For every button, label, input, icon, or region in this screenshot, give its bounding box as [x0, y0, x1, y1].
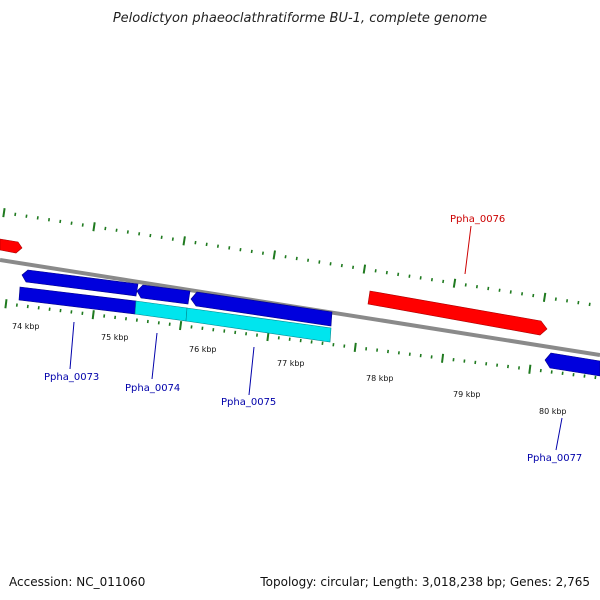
- gene-label-ppha-0073[interactable]: Ppha_0073: [44, 372, 99, 383]
- major-tick: [528, 364, 532, 374]
- minor-tick: [261, 251, 264, 255]
- minor-tick: [115, 228, 118, 232]
- minor-tick: [205, 242, 208, 247]
- minor-tick: [340, 263, 343, 268]
- outer-tick-track: [2, 208, 591, 307]
- minor-tick: [160, 235, 163, 240]
- gene-feature-ppha-0075[interactable]: [185, 307, 332, 343]
- gene-labels: Ppha_0073 Ppha_0074 Ppha_0075 Ppha_0076 …: [44, 214, 582, 464]
- minor-tick: [588, 302, 591, 307]
- gene-leader-lines: [69, 225, 563, 451]
- minor-tick: [138, 232, 141, 236]
- minor-tick: [25, 214, 28, 218]
- gene-feature-c[interactable]: [190, 291, 333, 327]
- leader-line: [151, 332, 158, 380]
- kbp-label: 75 kbp: [101, 333, 129, 342]
- gene-feature-b[interactable]: [136, 284, 191, 305]
- minor-tick: [475, 284, 478, 289]
- accession-text: Accession: NC_011060: [9, 575, 145, 589]
- gene-label-ppha-0075[interactable]: Ppha_0075: [221, 397, 276, 408]
- gene-feature-prev[interactable]: [0, 238, 23, 254]
- major-tick: [542, 292, 547, 302]
- minor-tick: [397, 272, 400, 277]
- leader-line: [464, 225, 472, 275]
- minor-tick: [194, 240, 197, 245]
- major-tick: [452, 278, 457, 288]
- kbp-label: 74 kbp: [12, 322, 40, 331]
- leader-line: [248, 346, 255, 396]
- minor-tick: [149, 233, 152, 238]
- minor-tick: [126, 230, 129, 234]
- kbp-labels: 74 kbp 75 kbp 76 kbp 77 kbp 78 kbp 79 kb…: [12, 322, 567, 416]
- minor-tick: [14, 212, 17, 217]
- minor-tick: [532, 293, 535, 298]
- minor-tick: [509, 290, 512, 294]
- minor-tick: [487, 286, 490, 291]
- minor-tick: [81, 223, 84, 227]
- minor-tick: [59, 219, 62, 224]
- minor-tick: [566, 299, 569, 303]
- minor-tick: [295, 256, 298, 261]
- map-title: Pelodictyon phaeoclathratiforme BU-1, co…: [113, 11, 487, 26]
- minor-tick: [329, 262, 332, 266]
- gene-features: [0, 238, 600, 377]
- kbp-label: 80 kbp: [539, 407, 567, 416]
- minor-tick: [352, 265, 355, 270]
- minor-tick: [521, 292, 524, 296]
- minor-tick: [464, 283, 467, 287]
- minor-tick: [36, 216, 39, 220]
- minor-tick: [250, 249, 253, 254]
- major-tick: [182, 236, 186, 246]
- major-tick: [2, 208, 6, 218]
- major-tick: [4, 299, 8, 309]
- kbp-label: 77 kbp: [277, 359, 305, 368]
- minor-tick: [318, 260, 321, 264]
- minor-tick: [216, 244, 219, 248]
- inner-tick-track: [4, 299, 597, 380]
- leader-line: [69, 321, 75, 370]
- gene-feature-ppha-0077[interactable]: [544, 352, 600, 377]
- major-tick: [441, 353, 445, 363]
- genome-summary-text: Topology: circular; Length: 3,018,238 bp…: [259, 575, 590, 589]
- minor-tick: [239, 247, 242, 252]
- gene-label-ppha-0077[interactable]: Ppha_0077: [527, 453, 582, 464]
- minor-tick: [307, 258, 310, 262]
- kbp-label: 79 kbp: [453, 390, 481, 399]
- major-tick: [272, 250, 276, 260]
- minor-tick: [228, 246, 231, 250]
- major-tick: [266, 331, 270, 342]
- kbp-label: 76 kbp: [189, 345, 217, 354]
- minor-tick: [284, 255, 287, 259]
- minor-tick: [385, 270, 388, 275]
- minor-tick: [104, 226, 107, 231]
- gene-label-ppha-0074[interactable]: Ppha_0074: [125, 383, 180, 394]
- gene-label-ppha-0076[interactable]: Ppha_0076: [450, 214, 505, 225]
- minor-tick: [498, 288, 501, 292]
- major-tick: [362, 264, 367, 274]
- major-tick: [92, 222, 96, 232]
- leader-line: [555, 417, 563, 451]
- gene-feature-ppha-0076[interactable]: [367, 290, 548, 336]
- gene-feature-a[interactable]: [21, 269, 139, 297]
- minor-tick: [374, 269, 377, 273]
- gene-feature-ppha-0074[interactable]: [134, 300, 188, 322]
- minor-tick: [442, 279, 445, 284]
- minor-tick: [171, 237, 174, 241]
- kbp-label: 78 kbp: [366, 374, 394, 383]
- major-tick: [353, 342, 357, 353]
- minor-tick: [408, 274, 411, 278]
- major-tick: [179, 320, 183, 331]
- minor-tick: [554, 297, 557, 301]
- minor-tick: [430, 277, 433, 282]
- minor-tick: [70, 221, 73, 225]
- minor-tick: [577, 300, 580, 305]
- minor-tick: [419, 276, 422, 280]
- major-tick: [91, 310, 95, 320]
